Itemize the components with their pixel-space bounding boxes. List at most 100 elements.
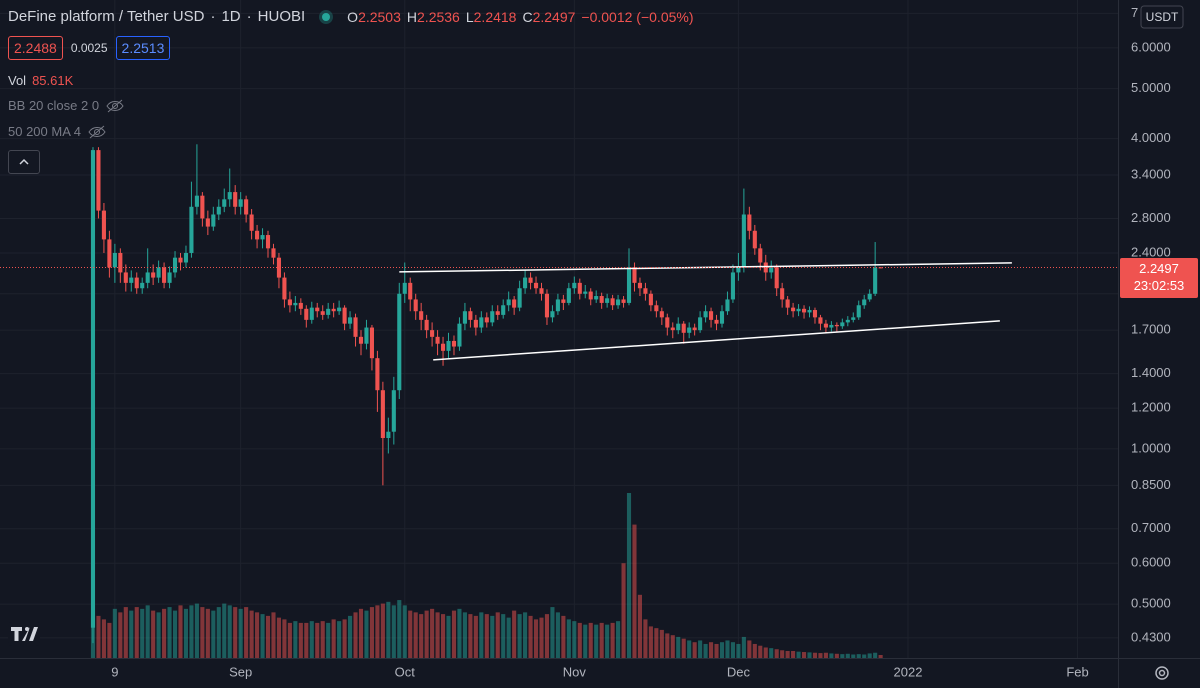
candle-body	[140, 282, 145, 289]
candle-body	[588, 291, 593, 300]
candle-body	[101, 210, 106, 240]
y-tick-label: 0.8500	[1131, 477, 1171, 492]
candle-body	[528, 277, 533, 283]
volume-bar	[528, 615, 533, 658]
candle-body	[867, 293, 872, 300]
change: −0.0012 (−0.05%)	[581, 8, 694, 25]
candle-body	[293, 302, 298, 306]
volume-bar	[194, 603, 199, 658]
collapse-button[interactable]	[8, 150, 40, 174]
volume-bar	[255, 612, 260, 658]
ohlc-key: O	[347, 8, 359, 25]
volume-bar	[698, 640, 703, 658]
indicator-vol: Vol 85.61K	[8, 73, 73, 88]
exchange: HUOBI	[257, 8, 306, 25]
candle-body	[227, 192, 232, 200]
volume-bar	[397, 600, 402, 658]
volume-bar	[271, 612, 276, 658]
volume-bar	[741, 636, 746, 658]
volume-bar	[555, 612, 560, 658]
volume-bar	[337, 621, 342, 658]
candle-body	[533, 282, 539, 289]
candle-body	[730, 272, 735, 300]
candle-body	[249, 214, 254, 231]
candle-body	[561, 299, 566, 303]
candle-body	[703, 311, 708, 318]
candle-body	[626, 267, 632, 303]
candle-body	[298, 302, 303, 309]
volume-bar	[462, 612, 467, 658]
volume-bar	[763, 647, 768, 658]
volume-bar	[544, 614, 550, 658]
volume-bar	[107, 622, 112, 658]
candle-body	[391, 390, 396, 432]
currency-button[interactable]	[1140, 5, 1184, 29]
volume-bar	[719, 642, 725, 658]
candle-body	[435, 336, 440, 344]
volume-bar	[873, 652, 878, 658]
candle-body	[801, 308, 807, 313]
candle-body	[490, 311, 495, 323]
volume-bar	[249, 610, 254, 658]
candle-body	[167, 272, 172, 283]
candle-body	[698, 317, 703, 331]
candle-body	[430, 330, 435, 337]
volume-bar	[577, 622, 582, 658]
volume-bar	[293, 621, 298, 658]
symbol-legend: DeFine platform / Tether USD · 1D · HUOB…	[8, 8, 694, 25]
volume-bar	[216, 607, 221, 658]
hidden-icon[interactable]	[105, 99, 125, 113]
candle-body	[271, 248, 276, 258]
candle-body	[348, 317, 353, 324]
volume-bar	[583, 624, 588, 658]
volume-bar	[730, 642, 735, 658]
volume-bar	[140, 608, 145, 658]
y-tick-label: 1.7000	[1131, 322, 1171, 337]
separator: ·	[210, 8, 216, 25]
candle-body	[845, 319, 850, 323]
candle-body	[331, 308, 336, 312]
volume-bar	[621, 563, 626, 658]
candle-body	[517, 288, 522, 308]
volume-bar	[304, 622, 309, 658]
candle-body	[145, 272, 150, 283]
volume-bar	[495, 612, 500, 658]
candle-body	[512, 299, 517, 308]
countdown: 23:02:53	[1133, 278, 1185, 293]
candle-body	[539, 288, 544, 294]
volume-bar	[862, 654, 867, 658]
candle-body	[873, 267, 878, 294]
candle-body	[752, 230, 757, 249]
volume-bar	[637, 594, 643, 658]
bid[interactable]: 2.2488	[8, 36, 63, 60]
volume-bar	[473, 615, 478, 658]
volume-bar	[626, 493, 632, 658]
candle-body	[709, 311, 714, 320]
volume-bar	[533, 619, 539, 658]
y-tick-label: 1.0000	[1131, 440, 1171, 455]
candle-body	[337, 307, 342, 312]
volume-bar	[484, 614, 489, 658]
volume-bar	[654, 628, 659, 658]
x-tick-label: Feb	[1066, 664, 1088, 679]
ohlc-value: 2.2418	[473, 8, 517, 25]
volume-bar	[413, 612, 418, 658]
candle-body	[375, 358, 380, 391]
candle-body	[769, 267, 774, 273]
indicator-ma: 50 200 MA 4	[8, 124, 107, 139]
y-tick-label: 0.6000	[1131, 555, 1171, 570]
settings-icon[interactable]	[1155, 666, 1169, 680]
ask[interactable]: 2.2513	[115, 36, 171, 60]
candle-body	[134, 277, 139, 289]
candle-body	[90, 150, 96, 628]
candle-body	[643, 288, 648, 294]
y-tick-label: 3.4000	[1131, 166, 1171, 181]
hidden-icon[interactable]	[87, 125, 107, 139]
spread: 0.0025	[70, 41, 108, 55]
volume-bar	[829, 653, 834, 658]
volume-bar	[643, 619, 648, 658]
candle-body	[162, 267, 167, 283]
volume-bar	[457, 608, 462, 658]
volume-bar	[123, 607, 128, 658]
